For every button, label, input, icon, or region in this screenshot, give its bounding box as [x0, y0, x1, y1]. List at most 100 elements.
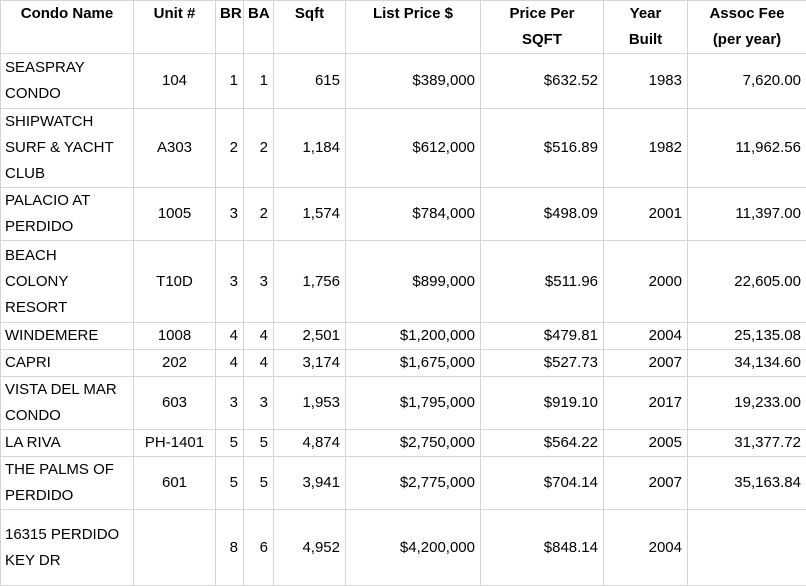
- cell-sqft[interactable]: 3,941: [274, 457, 346, 510]
- cell-condo-name[interactable]: PALACIO AT PERDIDO: [1, 188, 134, 241]
- cell-assoc-fee[interactable]: 11,962.56: [688, 109, 806, 188]
- header-assoc-fee[interactable]: Assoc Fee (per year): [688, 1, 806, 54]
- cell-ba[interactable]: 4: [244, 350, 274, 377]
- cell-condo-name[interactable]: WINDEMERE: [1, 323, 134, 350]
- cell-condo-name[interactable]: BEACH COLONY RESORT: [1, 241, 134, 323]
- header-year-built[interactable]: Year Built: [604, 1, 688, 54]
- cell-sqft[interactable]: 1,756: [274, 241, 346, 323]
- cell-price-per-sqft[interactable]: $632.52: [481, 54, 604, 109]
- cell-ba[interactable]: 2: [244, 109, 274, 188]
- header-ba[interactable]: BA: [244, 1, 274, 54]
- cell-year-built[interactable]: 2017: [604, 377, 688, 430]
- cell-condo-name[interactable]: SHIPWATCH SURF & YACHT CLUB: [1, 109, 134, 188]
- header-br[interactable]: BR: [216, 1, 244, 54]
- cell-unit[interactable]: A303: [134, 109, 216, 188]
- cell-br[interactable]: 3: [216, 241, 244, 323]
- cell-condo-name[interactable]: VISTA DEL MAR CONDO: [1, 377, 134, 430]
- cell-br[interactable]: 2: [216, 109, 244, 188]
- cell-assoc-fee[interactable]: 31,377.72: [688, 430, 806, 457]
- cell-condo-name[interactable]: THE PALMS OF PERDIDO: [1, 457, 134, 510]
- cell-list-price[interactable]: $1,200,000: [346, 323, 481, 350]
- cell-ba[interactable]: 6: [244, 510, 274, 586]
- header-sqft[interactable]: Sqft: [274, 1, 346, 54]
- cell-list-price[interactable]: $899,000: [346, 241, 481, 323]
- cell-condo-name[interactable]: LA RIVA: [1, 430, 134, 457]
- cell-price-per-sqft[interactable]: $516.89: [481, 109, 604, 188]
- cell-condo-name[interactable]: 16315 PERDIDO KEY DR: [1, 510, 134, 586]
- cell-year-built[interactable]: 2007: [604, 350, 688, 377]
- cell-sqft[interactable]: 2,501: [274, 323, 346, 350]
- cell-list-price[interactable]: $784,000: [346, 188, 481, 241]
- cell-unit[interactable]: 1005: [134, 188, 216, 241]
- cell-sqft[interactable]: 1,184: [274, 109, 346, 188]
- cell-price-per-sqft[interactable]: $848.14: [481, 510, 604, 586]
- cell-ba[interactable]: 2: [244, 188, 274, 241]
- cell-br[interactable]: 5: [216, 457, 244, 510]
- cell-unit[interactable]: PH-1401: [134, 430, 216, 457]
- cell-ba[interactable]: 3: [244, 241, 274, 323]
- cell-sqft[interactable]: 1,574: [274, 188, 346, 241]
- cell-sqft[interactable]: 4,874: [274, 430, 346, 457]
- cell-unit[interactable]: 202: [134, 350, 216, 377]
- cell-sqft[interactable]: 3,174: [274, 350, 346, 377]
- cell-condo-name[interactable]: SEASPRAY CONDO: [1, 54, 134, 109]
- cell-assoc-fee[interactable]: 35,163.84: [688, 457, 806, 510]
- cell-sqft[interactable]: 4,952: [274, 510, 346, 586]
- cell-br[interactable]: 4: [216, 350, 244, 377]
- cell-unit[interactable]: 1008: [134, 323, 216, 350]
- cell-year-built[interactable]: 2000: [604, 241, 688, 323]
- header-unit[interactable]: Unit #: [134, 1, 216, 54]
- cell-br[interactable]: 3: [216, 377, 244, 430]
- cell-list-price[interactable]: $612,000: [346, 109, 481, 188]
- cell-br[interactable]: 4: [216, 323, 244, 350]
- cell-unit[interactable]: 603: [134, 377, 216, 430]
- cell-price-per-sqft[interactable]: $479.81: [481, 323, 604, 350]
- cell-year-built[interactable]: 1982: [604, 109, 688, 188]
- cell-assoc-fee[interactable]: 22,605.00: [688, 241, 806, 323]
- cell-unit[interactable]: 601: [134, 457, 216, 510]
- cell-list-price[interactable]: $2,750,000: [346, 430, 481, 457]
- table-row: BEACH COLONY RESORT T10D 3 3 1,756 $899,…: [1, 241, 806, 323]
- cell-br[interactable]: 8: [216, 510, 244, 586]
- cell-unit[interactable]: 104: [134, 54, 216, 109]
- cell-list-price[interactable]: $4,200,000: [346, 510, 481, 586]
- cell-br[interactable]: 5: [216, 430, 244, 457]
- cell-price-per-sqft[interactable]: $498.09: [481, 188, 604, 241]
- header-list-price[interactable]: List Price $: [346, 1, 481, 54]
- cell-year-built[interactable]: 2007: [604, 457, 688, 510]
- cell-assoc-fee[interactable]: 34,134.60: [688, 350, 806, 377]
- cell-list-price[interactable]: $2,775,000: [346, 457, 481, 510]
- cell-ba[interactable]: 3: [244, 377, 274, 430]
- cell-br[interactable]: 1: [216, 54, 244, 109]
- cell-assoc-fee[interactable]: 25,135.08: [688, 323, 806, 350]
- cell-ba[interactable]: 5: [244, 457, 274, 510]
- cell-assoc-fee[interactable]: 19,233.00: [688, 377, 806, 430]
- cell-sqft[interactable]: 615: [274, 54, 346, 109]
- cell-year-built[interactable]: 1983: [604, 54, 688, 109]
- cell-list-price[interactable]: $389,000: [346, 54, 481, 109]
- cell-ba[interactable]: 1: [244, 54, 274, 109]
- cell-price-per-sqft[interactable]: $919.10: [481, 377, 604, 430]
- cell-unit[interactable]: [134, 510, 216, 586]
- cell-price-per-sqft[interactable]: $704.14: [481, 457, 604, 510]
- cell-year-built[interactable]: 2005: [604, 430, 688, 457]
- cell-price-per-sqft[interactable]: $527.73: [481, 350, 604, 377]
- cell-assoc-fee[interactable]: 7,620.00: [688, 54, 806, 109]
- cell-year-built[interactable]: 2004: [604, 323, 688, 350]
- cell-condo-name[interactable]: CAPRI: [1, 350, 134, 377]
- cell-list-price[interactable]: $1,675,000: [346, 350, 481, 377]
- cell-assoc-fee[interactable]: [688, 510, 806, 586]
- cell-year-built[interactable]: 2004: [604, 510, 688, 586]
- cell-br[interactable]: 3: [216, 188, 244, 241]
- cell-ba[interactable]: 4: [244, 323, 274, 350]
- cell-price-per-sqft[interactable]: $564.22: [481, 430, 604, 457]
- cell-assoc-fee[interactable]: 11,397.00: [688, 188, 806, 241]
- cell-unit[interactable]: T10D: [134, 241, 216, 323]
- header-price-per-sqft[interactable]: Price Per SQFT: [481, 1, 604, 54]
- cell-ba[interactable]: 5: [244, 430, 274, 457]
- cell-list-price[interactable]: $1,795,000: [346, 377, 481, 430]
- cell-year-built[interactable]: 2001: [604, 188, 688, 241]
- cell-price-per-sqft[interactable]: $511.96: [481, 241, 604, 323]
- header-condo-name[interactable]: Condo Name: [1, 1, 134, 54]
- cell-sqft[interactable]: 1,953: [274, 377, 346, 430]
